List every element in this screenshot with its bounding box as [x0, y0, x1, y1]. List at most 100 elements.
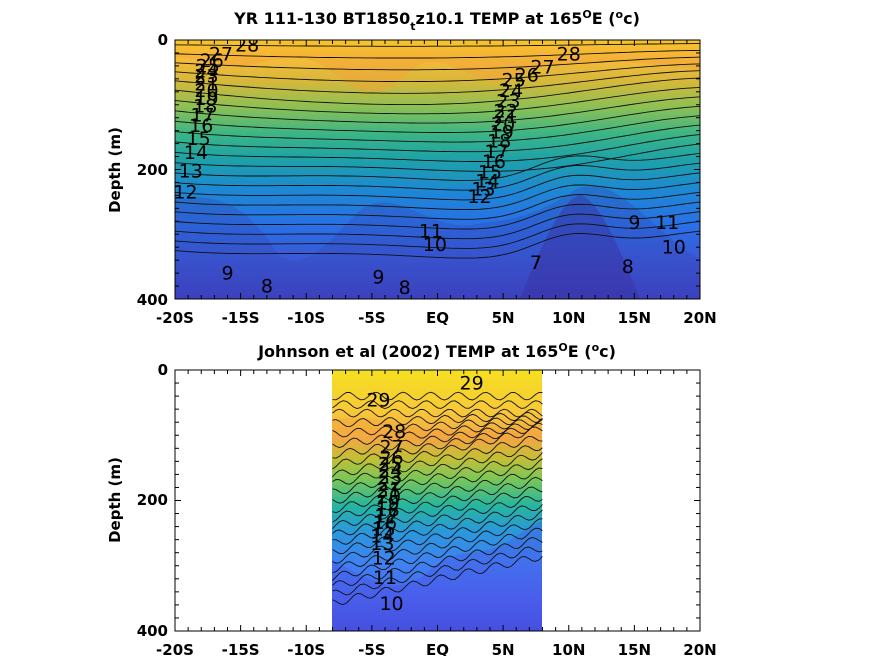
isotherm-line	[332, 537, 543, 586]
contour-label: 15	[478, 162, 502, 184]
isotherm-line	[332, 445, 543, 494]
p2-xtick-label: 20N	[683, 641, 716, 656]
contour-label: 22	[378, 473, 402, 495]
contour-label: 29	[366, 390, 390, 412]
panel2-ytick-0: 0	[158, 361, 168, 379]
isotherm-line	[332, 467, 543, 523]
panel1-ytick-200: 200	[137, 161, 168, 179]
isotherm-line	[175, 63, 700, 83]
isotherm-line	[175, 191, 700, 220]
p1-xtick-label: -10S	[287, 309, 325, 327]
p2-xtick-label: 10N	[552, 641, 585, 656]
isotherm-line	[175, 182, 700, 211]
p1-xtick-label: 5N	[492, 309, 515, 327]
contour-label: 14	[475, 171, 499, 193]
panel2-temperature-field	[332, 370, 542, 631]
contour-label: 10	[423, 234, 447, 256]
contour-label: 23	[194, 66, 218, 88]
panel1-temperature-field	[175, 40, 700, 299]
contour-label: 15	[187, 128, 211, 150]
contour-label: 14	[184, 142, 208, 164]
isotherm-line	[175, 96, 700, 124]
contour-label: 23	[378, 467, 402, 489]
contour-label: 18	[376, 499, 400, 521]
p2-xtick-label: 5N	[492, 641, 515, 656]
p1-xtick-label: -15S	[222, 309, 260, 327]
isotherm-line	[175, 105, 700, 133]
contour-label: 27	[379, 437, 403, 459]
isotherm-line	[332, 400, 543, 409]
contour-label: 29	[460, 373, 484, 395]
contour-label: 27	[209, 44, 233, 66]
contour-label: 10	[379, 593, 403, 615]
contour-label: 28	[557, 44, 581, 66]
panel2-ticks	[174, 369, 701, 632]
contour-label: 27	[530, 57, 554, 79]
contour-label: 20	[491, 114, 515, 136]
isotherm-line	[175, 152, 700, 181]
isotherm-line	[332, 476, 543, 530]
contour-label: 7	[530, 252, 542, 274]
panel-model: YR 111-130 BT1850tz10.1 TEMP at 165OE (o…	[106, 8, 717, 327]
isotherm-line	[332, 518, 543, 574]
contour-label: 10	[662, 237, 686, 259]
contour-label: 11	[373, 567, 397, 589]
contour-label: 13	[471, 178, 495, 200]
isotherm-line	[332, 496, 543, 545]
contour-label: 13	[179, 160, 203, 182]
isotherm-line	[332, 546, 543, 596]
p1-xtick-label: EQ	[426, 309, 449, 327]
panel1-contour-labels: 2827262524232120191817161514131228272625…	[173, 40, 686, 299]
p2-xtick-label: -15S	[222, 641, 260, 656]
isotherm-line	[332, 486, 543, 536]
contour-label: 16	[189, 115, 213, 137]
isotherm-line	[332, 556, 543, 605]
p2-xtick-label: -10S	[287, 641, 325, 656]
isotherm-line	[175, 172, 700, 201]
isotherm-line	[175, 230, 700, 259]
isotherm-line	[175, 211, 700, 240]
isotherm-line	[332, 411, 543, 428]
panel1-field: 2827262524232120191817161514131228272625…	[173, 40, 700, 299]
contour-label: 9	[221, 263, 233, 285]
contour-label: 12	[372, 547, 396, 569]
contour-label: 12	[467, 186, 491, 208]
contour-label: 19	[376, 493, 400, 515]
isotherm-line	[332, 426, 543, 478]
isotherm-line	[332, 408, 543, 418]
panel1-ticks	[174, 39, 701, 300]
contour-label: 9	[372, 266, 384, 288]
contour-label: 21	[377, 480, 401, 502]
contour-label: 26	[379, 447, 403, 469]
panel2-field: 29 29 282726252423222120191817161514131211…	[332, 370, 543, 631]
panel2-contour-labels: 29 29 282726252423222120191817161514131211…	[366, 373, 483, 616]
isotherm-line	[175, 124, 700, 153]
contour-label: 20	[194, 80, 218, 102]
panel2-x-tick-labels: -20S -15S -10S -5S EQ 5N 10N 15N 20N	[156, 641, 717, 656]
panel2-ytick-200: 200	[137, 491, 168, 509]
p1-xtick-label: 15N	[618, 309, 651, 327]
panel2-title: Johnson et al (2002) TEMP at 165OE (oc)	[257, 341, 616, 361]
isotherm-line	[175, 162, 700, 191]
panel-observations: Johnson et al (2002) TEMP at 165OE (oc) …	[106, 341, 717, 656]
contour-label: 25	[378, 453, 402, 475]
contour-label: 8	[399, 277, 411, 299]
p2-xtick-label: -5S	[358, 641, 385, 656]
isotherm-line	[332, 504, 543, 555]
contour-label: 12	[173, 182, 197, 204]
isotherm-line	[175, 86, 700, 115]
contour-label: 23	[496, 90, 520, 112]
contour-label: 28	[382, 421, 406, 443]
panel1-x-tick-labels: -20S -15S -10S -5S EQ 5N 10N 15N 20N	[156, 309, 717, 327]
p2-xtick-label: -20S	[156, 641, 194, 656]
contour-label: 16	[373, 512, 397, 534]
contour-label: 13	[370, 533, 394, 555]
panel1-contour-lines	[175, 43, 700, 259]
contour-label: 24	[194, 61, 218, 83]
isotherm-line	[175, 70, 700, 94]
isotherm-line	[175, 77, 700, 106]
contour-label: 9	[628, 212, 640, 234]
isotherm-line	[175, 115, 700, 143]
isotherm-line	[332, 435, 543, 485]
contour-label: 17	[374, 506, 398, 528]
